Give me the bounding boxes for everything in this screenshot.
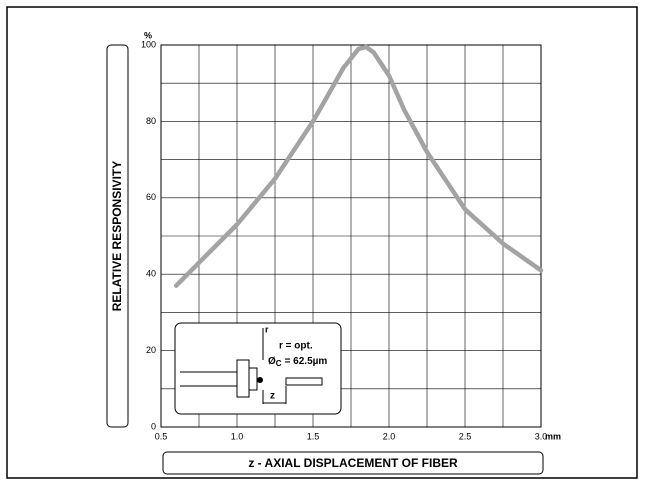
z-label: z [270, 391, 275, 402]
lens [257, 377, 263, 383]
x-tick-label: 1.0 [231, 431, 244, 441]
y-tick-label: 80 [146, 116, 156, 126]
x-tick-label: 0.5 [155, 431, 168, 441]
y-label-box [106, 44, 129, 428]
y-tick-label: 20 [146, 345, 156, 355]
x-unit: mm [545, 431, 561, 441]
plot-border [160, 44, 542, 428]
inset-box [174, 322, 342, 415]
x-tick-label: 3.0 [535, 431, 548, 441]
y-tick-label: 40 [146, 269, 156, 279]
y-tick-label: 100 [141, 39, 156, 49]
x-tick-label: 2.5 [459, 431, 472, 441]
y-axis-label: RELATIVE RESPONSIVITY [110, 161, 124, 311]
y-unit: % [144, 30, 152, 40]
y-tick-label: 60 [146, 192, 156, 202]
x-axis-label: z - AXIAL DISPLACEMENT OF FIBER [248, 456, 458, 470]
frame [6, 6, 638, 479]
diameter-text: ØC = 62.5µm [268, 356, 327, 368]
data-line [173, 44, 544, 288]
fiber [285, 377, 323, 386]
diameter-sub: C [276, 359, 282, 368]
diameter-symbol: Ø [268, 356, 276, 367]
r-text: r = opt. [279, 341, 313, 352]
x-tick-label: 2.0 [383, 431, 396, 441]
x-tick-label: 1.5 [307, 431, 320, 441]
detector-window [248, 367, 258, 391]
diameter-value: = 62.5µm [285, 356, 328, 367]
inset: rzr = opt.ØC = 62.5µm [174, 322, 342, 415]
r-label: r [265, 324, 269, 334]
y-tick-label: 0 [151, 421, 156, 431]
x-label-box [162, 451, 544, 475]
